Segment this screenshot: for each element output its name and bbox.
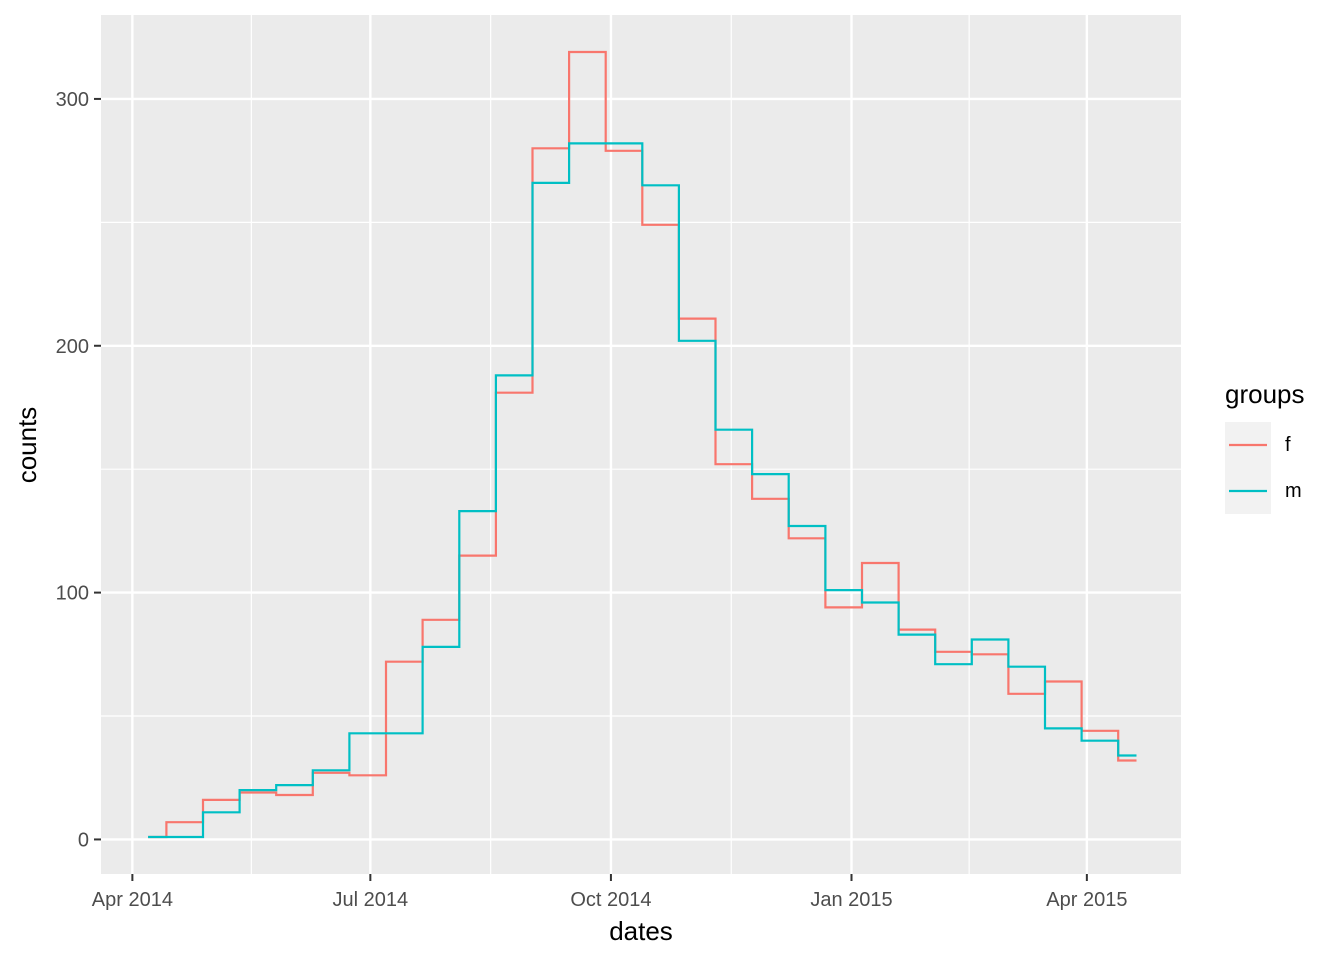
legend: groups fm: [1225, 379, 1305, 514]
x-tick-label: Jul 2014: [333, 889, 409, 911]
major-gridlines: [101, 15, 1181, 874]
y-tick-label: 100: [56, 583, 89, 605]
plot-background: [101, 15, 1181, 874]
legend-label-m: m: [1285, 480, 1302, 502]
y-tick-label: 300: [56, 89, 89, 111]
y-axis-title: counts: [12, 407, 42, 484]
series-layer: [148, 50, 1137, 839]
y-tick-label: 200: [56, 336, 89, 358]
x-axis-title: dates: [609, 916, 673, 946]
y-axis: 0 100 200 300: [56, 89, 101, 851]
x-tick-label: Oct 2014: [570, 889, 651, 911]
minor-gridlines: [101, 15, 1181, 874]
series-line-m: [148, 142, 1137, 839]
legend-label-f: f: [1285, 434, 1291, 456]
x-tick-label: Apr 2014: [92, 889, 173, 911]
legend-title: groups: [1225, 379, 1305, 409]
x-tick-label: Apr 2015: [1046, 889, 1127, 911]
legend-items: fm: [1225, 422, 1302, 514]
x-axis: Apr 2014 Jul 2014 Oct 2014 Jan 2015 Apr 2015: [92, 874, 1127, 911]
y-tick-label: 0: [78, 829, 89, 851]
x-tick-label: Jan 2015: [810, 889, 892, 911]
